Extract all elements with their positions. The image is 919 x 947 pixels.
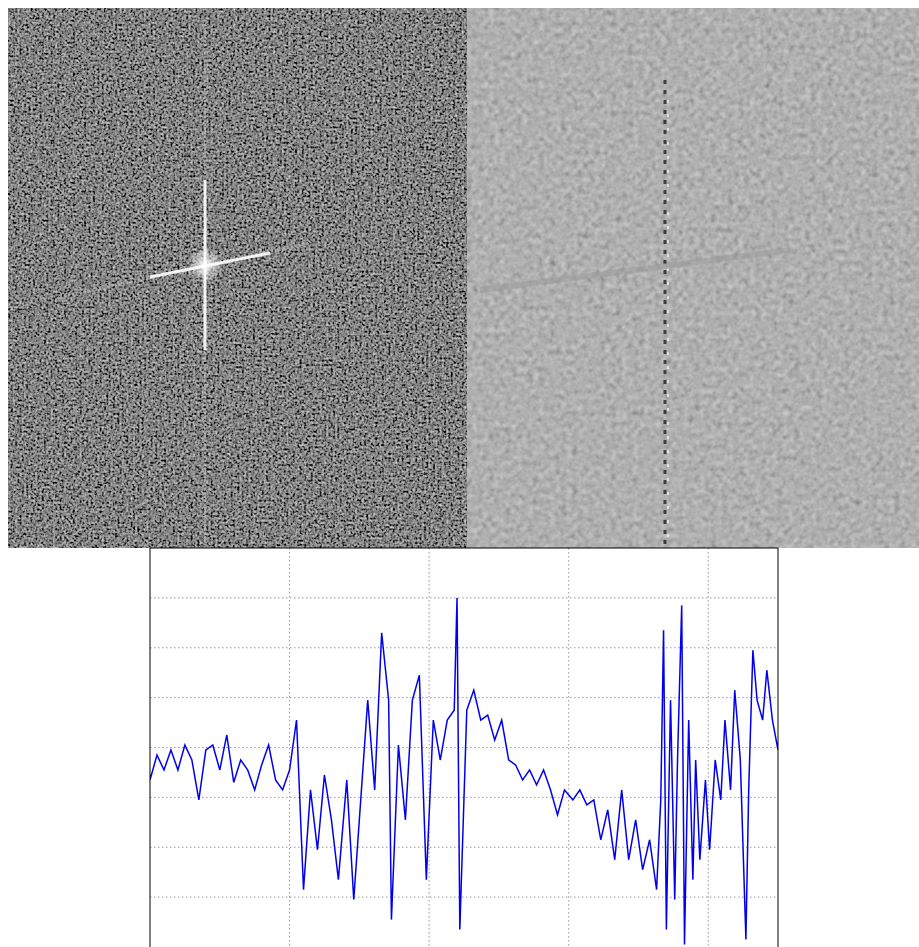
data-line [149, 597, 779, 945]
magnitude-image [8, 8, 467, 548]
axes-frame [149, 547, 779, 947]
line-plot [149, 548, 779, 947]
phase-image [467, 8, 919, 548]
